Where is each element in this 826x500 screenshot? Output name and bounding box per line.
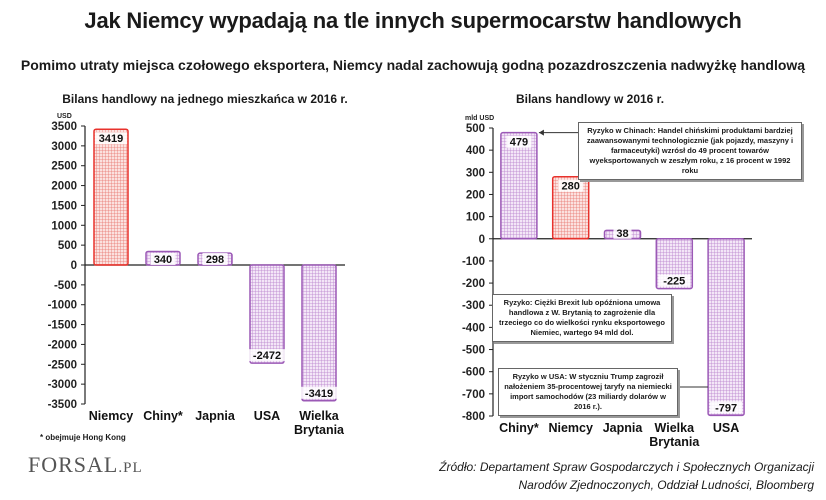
chart1-tick-label-6: 500 [58,240,77,252]
chart1-value-bg-1 [150,253,176,265]
chart1-category-label-2-0: Japnia [195,409,236,423]
chart2-category-label-1-0: Niemcy [548,421,593,435]
chart2-tick-label-0: 500 [466,123,485,135]
page-subtitle: Pomimo utraty miejsca czołowego eksporte… [20,57,806,73]
chart2-tick-label-7: -200 [462,278,485,290]
chart1-value-label-1: 340 [154,254,172,266]
source-note: Źródło: Departament Spraw Gospodarczych … [439,460,814,492]
chart1-tick-label-8: -500 [54,280,77,292]
chart2-category-label-4-0: USA [713,421,739,435]
chart1-bar-4 [301,264,337,402]
chart2-tick-label-13: -800 [462,411,485,423]
chart1-bar-0 [93,128,129,266]
chart2-category-label-3-0: Wielka [655,421,696,435]
chart1-tick-label-1: 3000 [51,141,77,153]
chart2-tick-label-2: 300 [466,167,485,179]
chart2-value-bg-1 [558,179,584,192]
chart2-bar-4 [707,238,745,417]
chart2-tick-label-12: -700 [462,389,485,401]
chart2-bar-0 [500,131,538,240]
chart1-value-label-2: 298 [206,254,224,266]
chart2-tick-label-6: -100 [462,256,485,268]
chart2-value-label-3: -225 [663,276,685,288]
chart1-value-bg-0 [95,132,127,145]
chart1-category-label-4-1: Brytania [294,423,345,437]
chart2-value-label-2: 38 [616,228,628,240]
chart2-category-label-2-0: Japnia [603,421,644,435]
chart1-tick-label-0: 3500 [51,121,77,133]
chart1-category-label-4-0: Wielka [299,409,340,423]
footnote: * obejmuje Hong Kong [40,433,126,442]
chart1-category-label-1-0: Chiny* [143,409,183,423]
chart1-title: Bilans handlowy na jednego mieszkańca w … [62,92,348,106]
chart2-value-label-0: 479 [510,137,528,149]
chart2-tick-label-1: 400 [466,145,485,157]
connector-china-head [538,129,544,136]
annotation-china: Ryzyko w Chinach: Handel chińskimi produ… [578,122,802,180]
chart2-value-label-4: -797 [715,402,737,414]
chart1-tick-label-9: -1000 [48,300,77,312]
chart2-value-bg-2 [613,226,632,239]
chart1-bar-3 [249,264,285,364]
chart2-unit-label: mld USD [465,115,494,122]
chart2-bar-1 [551,175,590,240]
annotation-usa: Ryzyko w USA: W styczniu Trump zagroził … [498,368,678,416]
chart1-unit-label: USD [57,113,72,120]
chart1-value-label-3: -2472 [253,350,281,362]
chart1-tick-label-2: 2500 [51,161,77,173]
chart2-tick-label-9: -400 [462,322,485,334]
chart2-tick-label-8: -300 [462,300,485,312]
chart1-tick-label-14: -3500 [48,399,77,411]
chart2-value-label-1: 280 [562,181,580,193]
forsal-logo: FORSAL.PL [28,452,143,477]
chart2-value-bg-0 [506,135,532,148]
chart1-tick-label-11: -2000 [48,339,77,351]
chart1-tick-label-7: 0 [71,260,77,272]
chart2-tick-label-4: 100 [466,212,485,224]
chart2-tick-label-11: -600 [462,367,485,379]
chart1-category-label-3-0: USA [254,409,280,423]
chart1-value-label-0: 3419 [99,133,123,145]
chart2-tick-label-3: 200 [466,189,485,201]
chart1-value-bg-2 [202,253,228,265]
chart1-tick-label-3: 2000 [51,181,77,193]
chart1-tick-label-5: 1000 [51,220,77,232]
chart1-value-label-4: -3419 [305,388,333,400]
chart2-value-bg-3 [658,274,691,287]
chart1-tick-label-10: -1500 [48,320,77,332]
chart1-tick-label-4: 1500 [51,200,77,212]
page-title: Jak Niemcy wypadają na tle innych superm… [84,8,742,33]
chart2-category-label-3-1: Brytania [649,435,700,449]
chart1-tick-label-12: -2500 [48,359,77,371]
chart1-tick-label-13: -3000 [48,379,77,391]
chart2-title: Bilans handlowy w 2016 r. [515,92,665,106]
chart2-category-label-0-0: Chiny* [499,421,539,435]
chart2-tick-label-10: -500 [462,345,485,357]
chart2-tick-label-5: 0 [479,234,485,246]
chart1-value-bg-4 [299,386,339,399]
annotation-brexit: Ryzyko: Ciężki Brexit lub opóźniona umow… [492,294,672,342]
chart1-category-label-0-0: Niemcy [89,409,134,423]
chart1-value-bg-3 [247,349,287,362]
chart2-value-bg-4 [710,401,743,414]
